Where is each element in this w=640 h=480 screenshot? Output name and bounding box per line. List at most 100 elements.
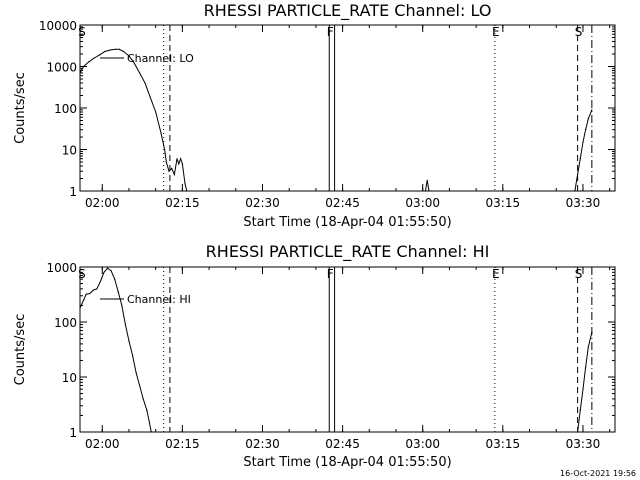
x-axis-label: Start Time (18-Apr-04 01:55:50) xyxy=(243,455,451,470)
data-point xyxy=(426,179,428,181)
data-point xyxy=(128,340,130,342)
series-line xyxy=(79,48,188,192)
data-point xyxy=(88,61,90,63)
hi-channel-panel: RHESSI PARTICLE_RATE Channel: HI Start Ti… xyxy=(13,242,616,470)
y-axis-label: Counts/sec xyxy=(13,314,28,386)
event-marker-label: F xyxy=(327,25,334,39)
data-point xyxy=(577,431,579,433)
x-tick-label: 02:15 xyxy=(165,196,200,210)
data-point xyxy=(587,118,589,120)
data-point xyxy=(149,96,151,98)
data-point xyxy=(180,158,182,160)
y-tick-label: 1000 xyxy=(46,261,77,275)
event-marker-label: E xyxy=(492,267,500,281)
data-point xyxy=(168,170,170,172)
event-marker-label: E xyxy=(492,25,500,39)
data-point xyxy=(428,190,430,192)
data-point xyxy=(173,173,175,176)
plot-frame xyxy=(79,266,616,433)
data-point xyxy=(79,72,81,74)
data-point xyxy=(577,173,579,176)
data-point xyxy=(579,158,581,160)
x-tick-label: 02:00 xyxy=(85,437,120,451)
data-point xyxy=(146,409,148,411)
x-axis-label: Start Time (18-Apr-04 01:55:50) xyxy=(243,215,451,230)
data-point xyxy=(139,72,141,74)
data-point xyxy=(79,307,81,309)
data-point xyxy=(83,299,85,301)
data-point xyxy=(99,54,101,56)
data-point xyxy=(117,291,119,293)
data-point xyxy=(591,331,593,333)
data-point xyxy=(181,163,183,165)
data-point xyxy=(104,50,106,53)
data-point xyxy=(591,109,593,111)
data-point xyxy=(131,354,134,356)
x-tick-label: 02:45 xyxy=(325,196,360,210)
y-tick-label: 1 xyxy=(69,426,77,440)
data-point xyxy=(585,366,587,368)
event-marker-label: F xyxy=(327,267,334,281)
data-point xyxy=(110,270,112,272)
data-point xyxy=(103,271,105,273)
data-point xyxy=(85,293,87,295)
event-marker-label: S xyxy=(575,267,583,281)
data-point xyxy=(171,167,173,169)
y-tick-label: 100 xyxy=(54,102,77,116)
data-point xyxy=(424,190,426,192)
data-point xyxy=(96,288,98,290)
chart-title: RHESSI PARTICLE_RATE Channel: HI xyxy=(206,242,490,262)
x-tick-label: 02:30 xyxy=(245,437,280,451)
data-point xyxy=(186,190,188,192)
data-point xyxy=(124,323,126,326)
data-point xyxy=(93,57,95,59)
data-point xyxy=(582,141,584,143)
data-point xyxy=(142,398,144,400)
x-tick-label: 02:15 xyxy=(165,437,200,451)
data-point xyxy=(133,62,135,64)
data-point xyxy=(164,148,166,151)
data-point xyxy=(155,111,157,113)
data-point xyxy=(135,372,137,374)
legend-label: Channel: HI xyxy=(127,293,191,306)
y-tick-label: 1 xyxy=(69,185,77,199)
series-line xyxy=(424,180,430,192)
data-point xyxy=(92,289,94,291)
data-point xyxy=(160,132,162,134)
y-tick-label: 10 xyxy=(62,144,77,158)
y-tick-label: 10000 xyxy=(39,19,77,33)
plot-frame xyxy=(79,24,616,192)
event-marker-label: S xyxy=(575,25,583,39)
data-point xyxy=(176,158,178,160)
data-point xyxy=(574,190,576,192)
data-point xyxy=(585,129,587,131)
event-marker-label: S xyxy=(78,25,86,39)
legend-label: Channel: LO xyxy=(127,52,194,65)
data-point xyxy=(587,346,589,348)
x-tick-label: 03:15 xyxy=(486,437,521,451)
y-tick-label: 10 xyxy=(62,371,77,385)
x-tick-label: 03:15 xyxy=(486,196,521,210)
y-axis-label: Counts/sec xyxy=(13,72,28,144)
data-point xyxy=(118,48,120,50)
data-point xyxy=(109,49,111,51)
data-point xyxy=(89,292,91,295)
data-point xyxy=(128,55,130,57)
data-point xyxy=(115,48,117,50)
x-tick-label: 03:30 xyxy=(566,437,601,451)
x-tick-label: 03:30 xyxy=(566,196,601,210)
x-tick-label: 02:30 xyxy=(245,196,280,210)
data-point xyxy=(184,183,186,185)
data-point xyxy=(150,431,152,433)
chart-title: RHESSI PARTICLE_RATE Channel: LO xyxy=(204,1,492,21)
x-tick-label: 02:45 xyxy=(325,437,360,451)
y-tick-label: 1000 xyxy=(46,61,77,75)
data-point xyxy=(99,280,102,282)
data-point xyxy=(107,267,109,269)
data-point xyxy=(139,384,141,387)
data-point xyxy=(579,409,581,411)
data-point xyxy=(83,65,85,68)
x-tick-label: 03:00 xyxy=(405,437,440,451)
